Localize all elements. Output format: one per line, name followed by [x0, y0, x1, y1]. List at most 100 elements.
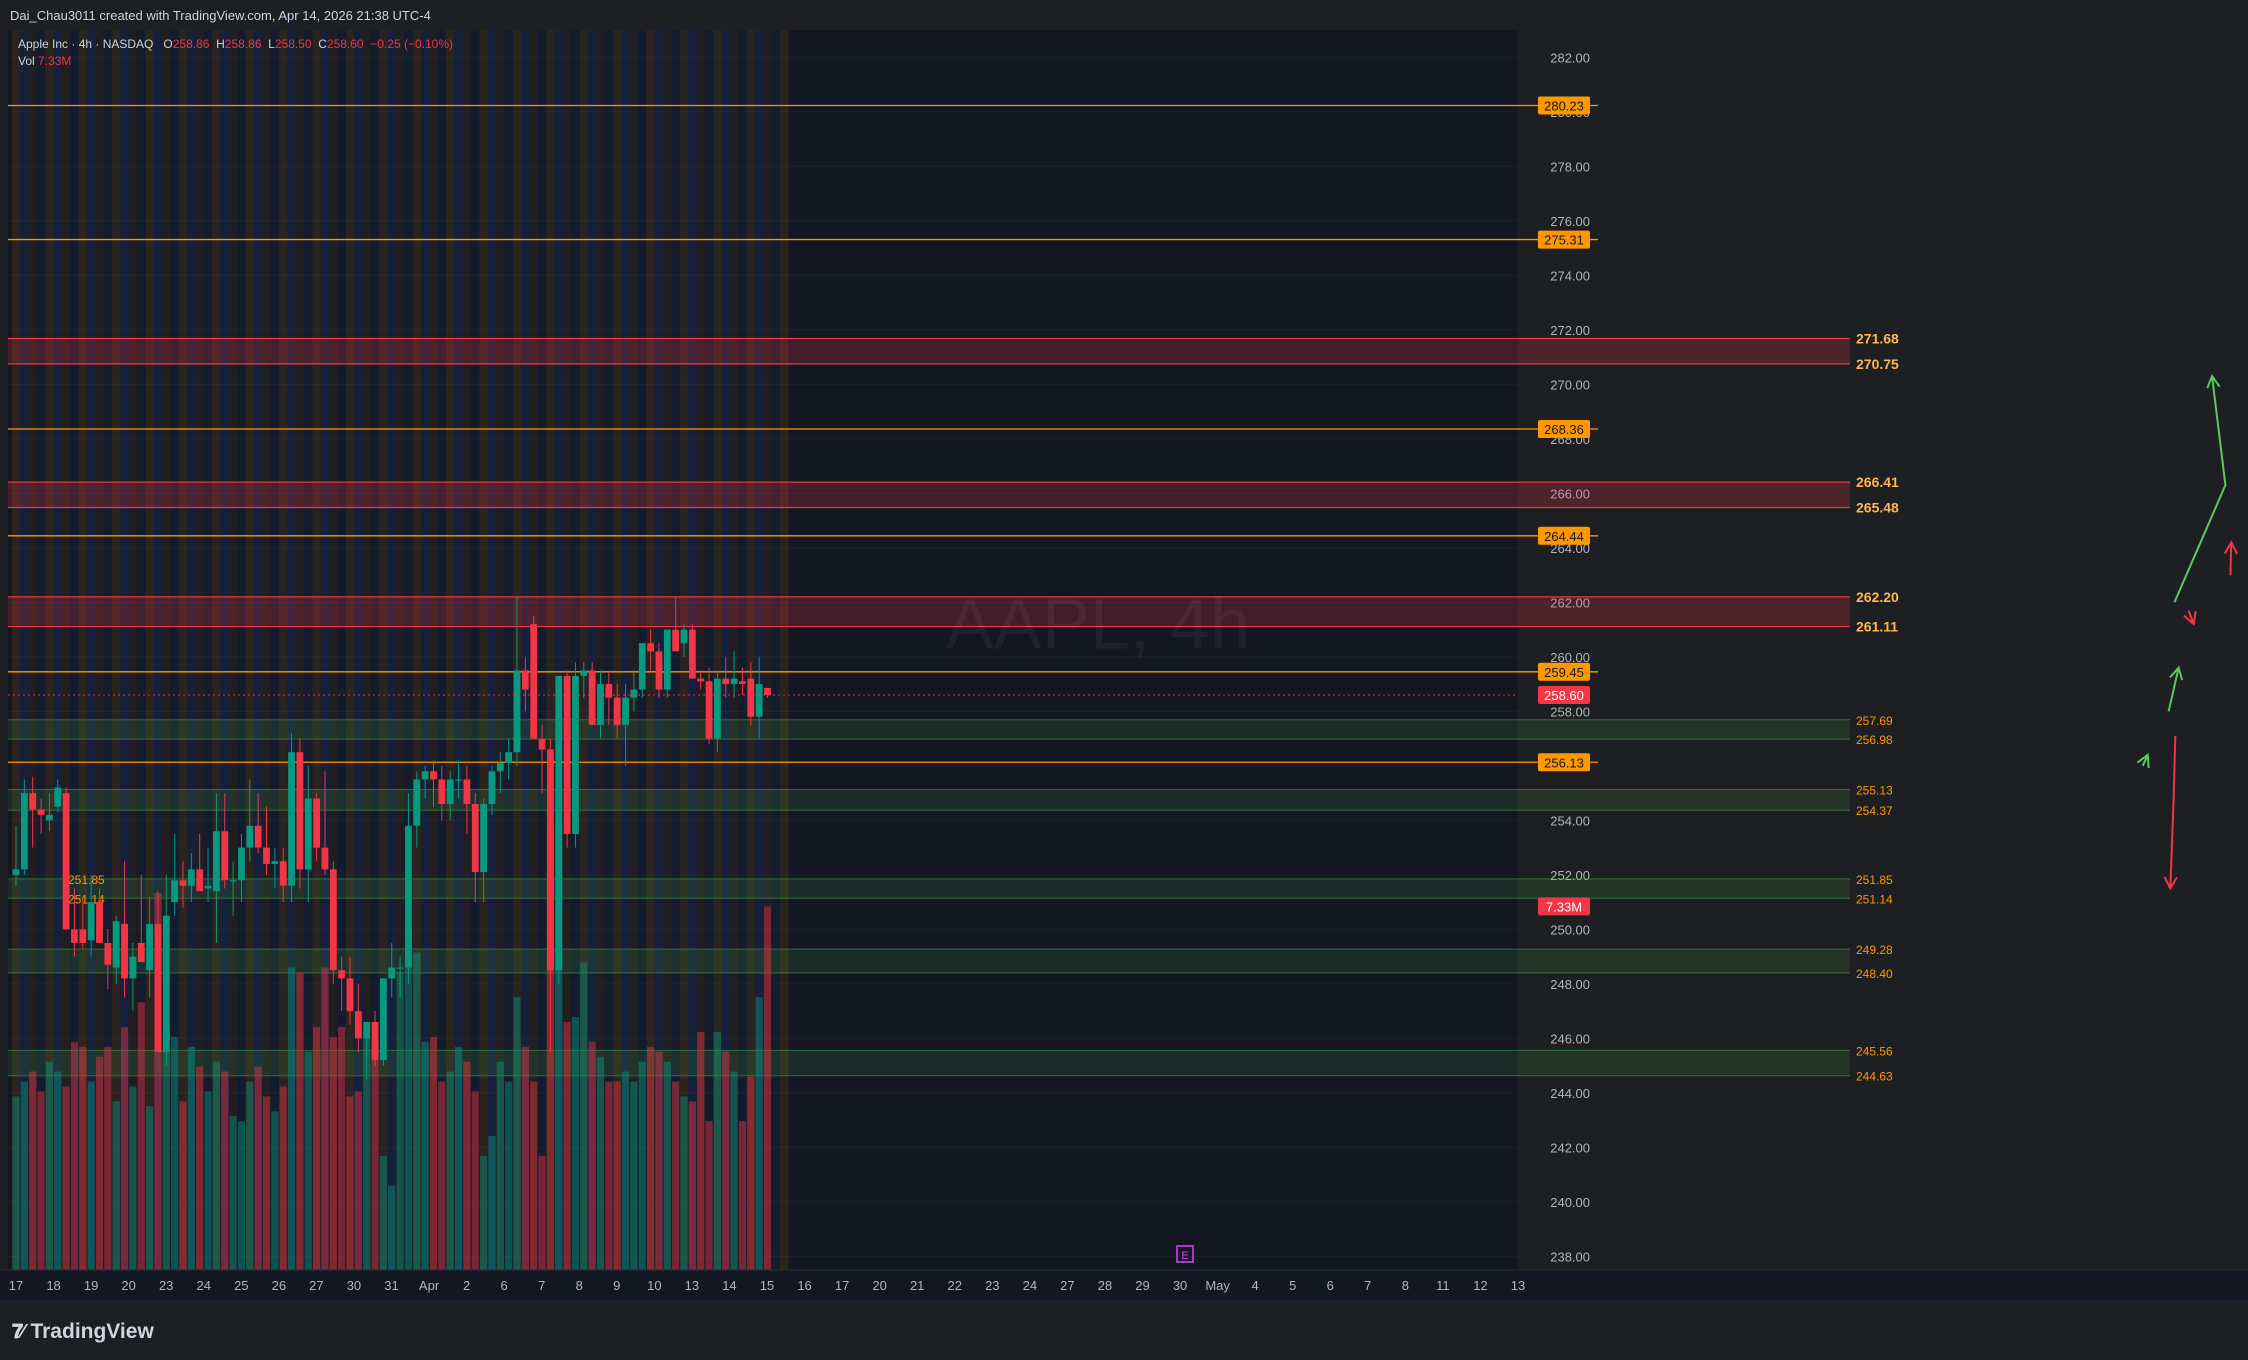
candle-body — [688, 629, 696, 679]
volume-bar — [705, 1121, 713, 1270]
high-value: 258.86 — [224, 37, 262, 51]
candle-body — [730, 678, 738, 685]
volume-bar — [454, 1046, 463, 1270]
projection-arrowhead — [2136, 753, 2150, 768]
volume-bar — [70, 1041, 79, 1270]
y-tick-label: 244.00 — [1550, 1086, 1590, 1101]
candle-body — [747, 678, 755, 717]
volume-bar — [29, 1071, 37, 1270]
volume-bar — [221, 1071, 229, 1270]
volume-bar — [104, 1046, 112, 1270]
candle-body — [421, 771, 429, 780]
candle-body — [672, 629, 680, 652]
volume-bar — [79, 1046, 87, 1270]
candle-body — [371, 1022, 379, 1061]
candle-body — [496, 763, 504, 772]
volume-bar — [171, 1036, 179, 1270]
chart-area[interactable]: 238.00 240.00 242.00 244.00 246.00 248.00 250.… — [0, 30, 2248, 1300]
candle-body — [329, 869, 337, 971]
session-stripe — [178, 30, 188, 1270]
session-stripe — [28, 30, 37, 1270]
session-stripe — [262, 30, 271, 1270]
candle-body — [29, 793, 37, 810]
volume-bar — [20, 1081, 28, 1270]
volume-bar — [555, 823, 563, 1270]
x-tick-label: 12 — [1473, 1278, 1487, 1293]
left-zone-label: 251.14 — [68, 892, 105, 906]
session-stripe — [45, 30, 54, 1270]
session-stripe — [20, 30, 29, 1270]
x-tick-label: 20 — [121, 1278, 135, 1293]
session-stripe — [454, 30, 463, 1270]
session-stripe — [120, 30, 129, 1270]
x-tick-label: 23 — [159, 1278, 173, 1293]
x-tick-label: 17 — [835, 1278, 849, 1293]
session-stripe — [53, 30, 62, 1270]
volume-bar — [505, 1081, 513, 1270]
x-tick-label: 24 — [1023, 1278, 1037, 1293]
volume-bar — [45, 1061, 53, 1270]
y-tick-label: 260.00 — [1550, 650, 1590, 665]
level-price-tag — [1538, 662, 1590, 681]
session-stripe — [228, 30, 238, 1270]
x-tick-label: 11 — [1436, 1278, 1450, 1293]
support-zone — [8, 878, 1850, 899]
candle-body — [396, 967, 404, 969]
candle-body — [488, 771, 496, 804]
candle-body — [580, 670, 588, 676]
candle-body — [87, 902, 95, 941]
candle-body — [697, 678, 705, 682]
volume-bar — [747, 1076, 755, 1270]
session-stripe — [304, 30, 313, 1270]
volume-bar — [471, 1091, 479, 1270]
candle-body — [346, 978, 354, 1012]
session-stripe — [78, 30, 87, 1270]
projection-arrowhead — [2183, 611, 2197, 627]
candle-body — [229, 880, 237, 882]
session-stripe — [95, 30, 104, 1270]
candle-body — [597, 684, 604, 725]
zone-price-label: 244.63 — [1856, 1070, 1893, 1084]
volume-bar — [596, 1056, 605, 1270]
candle-body — [380, 978, 387, 1061]
volume-bar — [588, 1041, 596, 1270]
volume-bar — [521, 1046, 529, 1270]
volume-bar — [563, 1022, 571, 1270]
session-stripe — [587, 30, 597, 1270]
x-tick-label: 27 — [309, 1278, 323, 1293]
volume-bar — [713, 1031, 721, 1270]
candle-body — [354, 1011, 362, 1039]
level-price-tag-text: 259.45 — [1544, 665, 1584, 680]
tradingview-logo[interactable]: 𝟕⁄ TradingView — [12, 1320, 154, 1344]
close-value: 258.60 — [326, 37, 364, 51]
candle-body — [187, 869, 195, 886]
candle-body — [764, 687, 771, 695]
session-stripe — [479, 30, 488, 1270]
candle-body — [20, 793, 28, 870]
low-value: 258.50 — [274, 37, 312, 51]
volume-bar — [630, 1081, 638, 1270]
session-stripe — [471, 30, 480, 1270]
volume-bar — [37, 1091, 45, 1270]
symbol-name[interactable]: Apple Inc · 4h · NASDAQ — [18, 37, 154, 51]
level-price-tag — [1538, 230, 1590, 249]
volume-bar — [354, 1091, 362, 1270]
volume-bar — [663, 1061, 671, 1270]
session-stripe — [504, 30, 513, 1270]
session-stripe — [596, 30, 605, 1270]
volume-bar — [329, 1036, 337, 1270]
price-chart[interactable]: 238.00 240.00 242.00 244.00 246.00 248.00 250.… — [0, 30, 2248, 1300]
candle-body — [455, 779, 462, 781]
session-stripe — [604, 30, 614, 1270]
x-tick-label: 31 — [384, 1278, 398, 1293]
zone-price-label: 255.13 — [1856, 784, 1893, 798]
session-stripe — [487, 30, 497, 1270]
left-zone-label: 251.85 — [68, 873, 105, 887]
projection-arrowhead — [2223, 540, 2239, 555]
volume-bar — [296, 972, 304, 1270]
candle-body — [638, 643, 646, 690]
candle-body — [655, 651, 663, 690]
volume-bar — [338, 1026, 346, 1270]
volume-bar — [229, 1116, 237, 1270]
zone-price-label: 248.40 — [1856, 967, 1893, 981]
